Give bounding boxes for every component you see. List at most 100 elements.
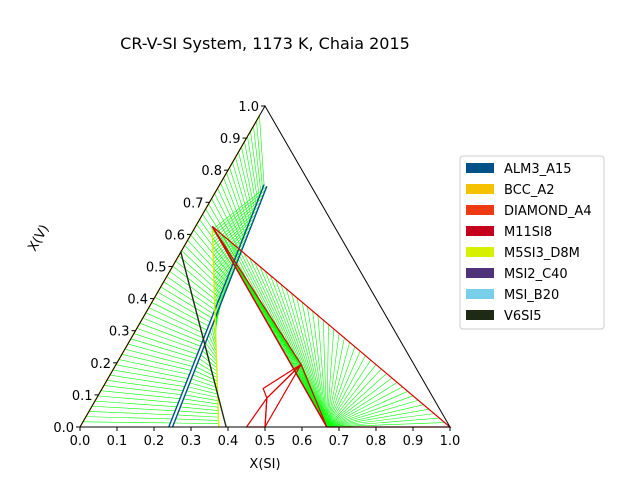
tie-line xyxy=(177,414,219,418)
tie-line xyxy=(285,354,302,365)
tie-line xyxy=(185,394,218,401)
x-tick-label: 1.0 xyxy=(440,434,461,449)
tie-line xyxy=(109,374,185,387)
tie-line xyxy=(212,198,263,240)
x-tick-label: 0.5 xyxy=(255,434,276,449)
tie-line xyxy=(222,235,328,428)
tie-line xyxy=(100,390,180,400)
tie-line xyxy=(326,422,445,428)
legend-label: M5SI3_D8M xyxy=(504,246,580,261)
tie-line xyxy=(97,395,179,404)
tie-line xyxy=(253,125,262,193)
tie-line xyxy=(326,373,387,428)
y-tick-label: 0.9 xyxy=(220,132,241,147)
tie-line xyxy=(213,250,242,283)
tie-line xyxy=(189,382,218,392)
tie-line xyxy=(106,379,184,391)
tie-line xyxy=(199,358,218,372)
tie-line xyxy=(312,311,328,428)
tie-line xyxy=(139,322,201,347)
tie-line xyxy=(180,406,219,411)
tie-line xyxy=(151,302,208,331)
legend-label: ALM3_A15 xyxy=(504,162,572,177)
tie-line xyxy=(206,338,217,355)
tie-line xyxy=(217,188,243,242)
tie-line xyxy=(145,312,204,339)
tie-line xyxy=(301,302,328,428)
tie-line xyxy=(326,417,440,428)
tie-line xyxy=(326,337,345,428)
y-tick-label: 0.0 xyxy=(53,421,74,436)
tie-line xyxy=(208,334,217,352)
three-phase-regions xyxy=(211,225,452,428)
tie-line xyxy=(112,369,187,383)
tie-line xyxy=(208,203,238,254)
tie-line xyxy=(214,262,238,293)
tie-line xyxy=(300,364,309,395)
y-tick-label: 0.1 xyxy=(72,389,93,404)
tie-line xyxy=(326,342,350,428)
legend-swatch xyxy=(466,310,494,320)
tie-line xyxy=(280,346,302,365)
tie-line xyxy=(205,342,217,359)
tie-line xyxy=(175,418,219,421)
y-tick-label: 0.4 xyxy=(127,293,148,308)
y-axis-label: X(V) xyxy=(25,222,52,254)
tie-line xyxy=(121,354,192,371)
tie-line xyxy=(300,364,305,387)
tie-line xyxy=(256,120,263,189)
tie-line xyxy=(212,218,255,257)
legend: ALM3_A15 BCC_A2 DIAMOND_A4 M11SI8 M5SI3_D8M M… xyxy=(459,155,605,330)
tie-line xyxy=(202,350,217,365)
tie-line xyxy=(172,265,219,303)
tie-line xyxy=(142,317,203,343)
legend-label: MSI2_C40 xyxy=(504,267,568,282)
y-tick-label: 0.7 xyxy=(183,196,204,211)
y-tick-label: 0.6 xyxy=(164,228,185,243)
legend-box xyxy=(459,155,605,330)
x-tick-label: 0.9 xyxy=(403,434,424,449)
y-tick-label: 0.5 xyxy=(146,261,167,276)
tie-line xyxy=(124,348,193,367)
tie-line xyxy=(326,364,377,428)
x-tick-label: 0.0 xyxy=(70,434,91,449)
tie-line xyxy=(186,390,218,398)
x-tick-label: 0.7 xyxy=(329,434,350,449)
tie-line xyxy=(178,410,219,415)
tie-line xyxy=(326,377,393,428)
tie-line xyxy=(213,254,241,286)
legend-label: M11SI8 xyxy=(504,225,552,240)
legend-label: MSI_B20 xyxy=(504,288,559,303)
tie-line xyxy=(244,141,257,205)
tie-line xyxy=(160,286,212,319)
tie-line xyxy=(192,374,218,385)
tie-line xyxy=(250,131,260,197)
tie-line xyxy=(326,355,366,428)
tie-line xyxy=(326,382,398,428)
tie-line xyxy=(326,408,429,428)
tie-line xyxy=(326,386,403,428)
tie-line xyxy=(280,284,328,428)
x-tick-label: 0.8 xyxy=(366,434,387,449)
three-phase-triangle xyxy=(262,363,302,400)
legend-swatch xyxy=(466,289,494,299)
tie-line xyxy=(326,333,340,428)
tie-line xyxy=(326,399,419,428)
tie-line xyxy=(326,359,372,428)
tie-line xyxy=(326,404,424,428)
tie-line xyxy=(103,385,182,395)
tie-line xyxy=(183,398,219,405)
tie-line xyxy=(285,288,328,428)
tie-line xyxy=(220,182,244,238)
tie-line xyxy=(130,338,196,359)
tie-line xyxy=(191,378,218,388)
legend-swatch xyxy=(466,226,494,236)
tie-line xyxy=(174,422,219,425)
tie-line xyxy=(317,315,328,428)
tie-line xyxy=(91,405,176,412)
tie-line xyxy=(88,411,174,416)
tie-line xyxy=(299,364,302,379)
tie-line xyxy=(232,162,251,222)
tie-line xyxy=(211,198,239,250)
